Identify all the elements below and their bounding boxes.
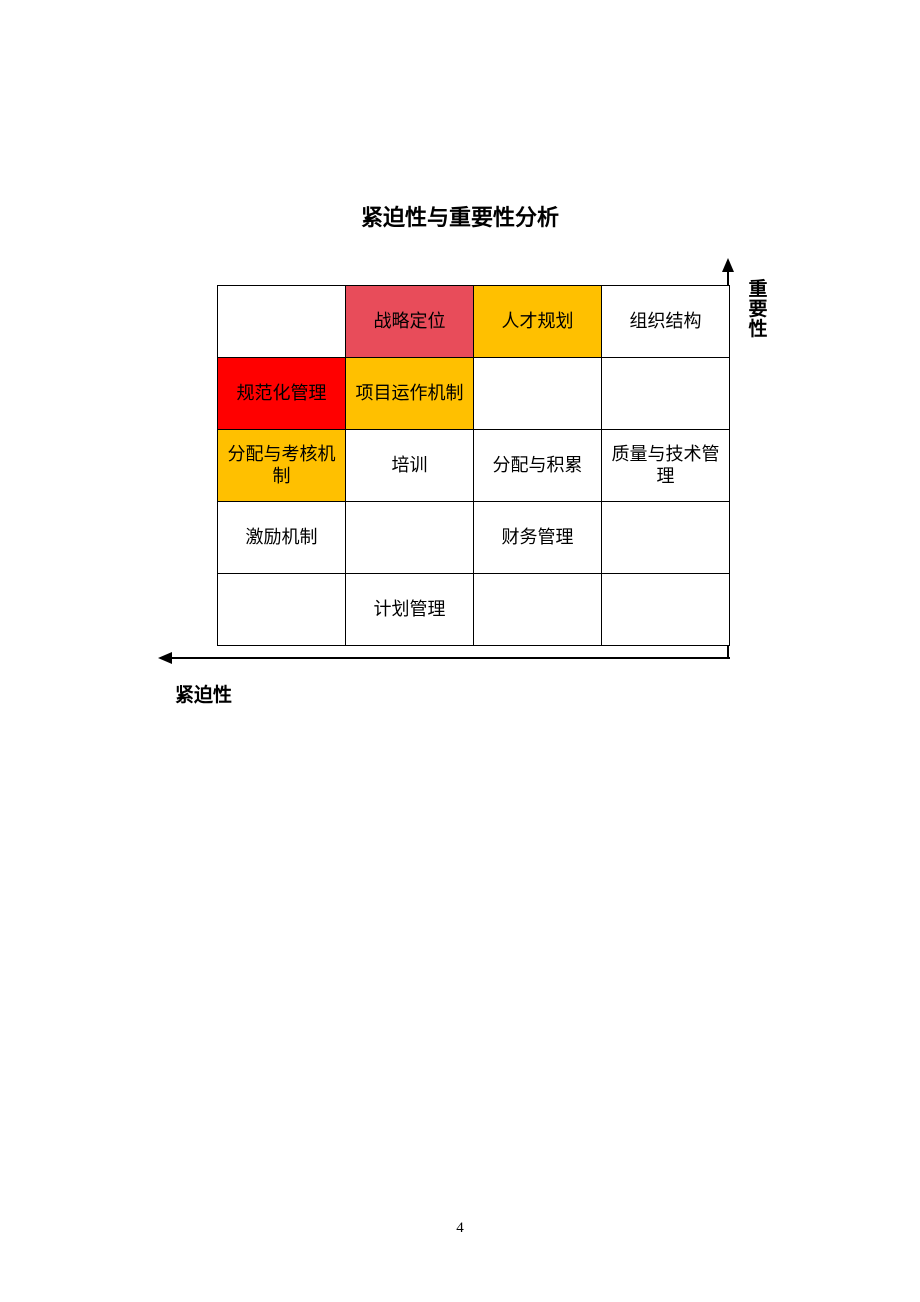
cell-0-3: 组织结构 (602, 286, 730, 358)
x-axis-arrow-icon (158, 650, 730, 666)
cell-3-3 (602, 502, 730, 574)
cell-2-0: 分配与考核机制 (218, 430, 346, 502)
priority-matrix: 战略定位 人才规划 组织结构 规范化管理 项目运作机制 分配与考核机制 培训 分… (217, 285, 730, 646)
cell-4-0 (218, 574, 346, 646)
cell-2-2: 分配与积累 (474, 430, 602, 502)
cell-2-1: 培训 (346, 430, 474, 502)
cell-1-3 (602, 358, 730, 430)
cell-1-0: 规范化管理 (218, 358, 346, 430)
page-number: 4 (0, 1220, 920, 1237)
cell-0-0 (218, 286, 346, 358)
cell-0-1: 战略定位 (346, 286, 474, 358)
cell-3-0: 激励机制 (218, 502, 346, 574)
cell-3-1 (346, 502, 474, 574)
cell-4-2 (474, 574, 602, 646)
diagram-title: 紧迫性与重要性分析 (0, 200, 920, 232)
cell-4-1: 计划管理 (346, 574, 474, 646)
cell-1-2 (474, 358, 602, 430)
cell-2-3: 质量与技术管理 (602, 430, 730, 502)
cell-4-3 (602, 574, 730, 646)
cell-0-2: 人才规划 (474, 286, 602, 358)
x-axis-label: 紧迫性 (175, 680, 232, 707)
cell-1-1: 项目运作机制 (346, 358, 474, 430)
cell-3-2: 财务管理 (474, 502, 602, 574)
y-axis-label: 重要性 (747, 280, 769, 340)
